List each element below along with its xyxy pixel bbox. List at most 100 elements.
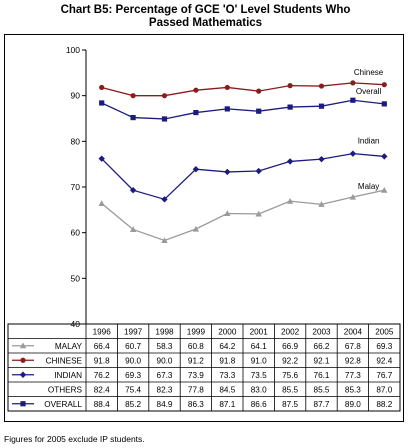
data-point-overall — [381, 101, 387, 107]
data-table-cell: 67.8 — [345, 342, 361, 351]
data-point-overall — [287, 104, 293, 110]
data-point-chinese — [99, 84, 105, 91]
data-point-indian — [161, 196, 168, 203]
data-table-cell: 82.4 — [94, 385, 110, 394]
series-label-malay: Malay — [358, 182, 379, 191]
legend-label-chinese: CHINESE — [46, 356, 83, 365]
data-table-cell: 85.2 — [125, 400, 141, 409]
data-table-cell: 91.2 — [188, 356, 204, 365]
data-table-cell: 66.2 — [314, 342, 330, 351]
data-point-malay — [349, 193, 357, 200]
data-point-chinese — [256, 88, 262, 94]
data-table-cell: 84.5 — [219, 385, 235, 394]
line-chart: 405060708090100MalayChineseIndianOverall… — [7, 45, 401, 412]
series-line-malay — [101, 189, 385, 242]
legend-marker-indian — [19, 371, 27, 378]
data-point-indian — [318, 155, 325, 163]
data-point-indian — [98, 155, 105, 162]
data-point-chinese — [130, 93, 136, 99]
data-table-cell: 73.5 — [251, 371, 267, 380]
data-table-cell: 92.8 — [345, 356, 361, 365]
data-table-cell: 77.8 — [188, 385, 204, 394]
data-table-cell: 88.4 — [94, 400, 110, 409]
data-table-cell: 76.7 — [376, 371, 392, 380]
data-table-cell: 73.9 — [188, 371, 204, 380]
data-point-indian — [286, 158, 294, 165]
data-point-overall — [99, 100, 105, 106]
data-point-chinese — [381, 82, 387, 88]
series-line-overall — [101, 99, 385, 120]
y-tick-label: 100 — [66, 45, 80, 55]
data-table-cell: 76.1 — [314, 371, 330, 380]
data-table-cell: 91.8 — [94, 356, 110, 365]
data-table-cell: 75.4 — [125, 385, 141, 394]
chart-title-line-2: Passed Mathematics — [148, 17, 263, 29]
data-point-malay — [129, 226, 137, 233]
y-tick-label: 60 — [71, 228, 81, 238]
data-table-cell: 91.8 — [219, 356, 235, 365]
x-tick-label: 2004 — [344, 328, 363, 337]
series-line-indian — [101, 153, 385, 201]
data-point-indian — [255, 167, 262, 175]
data-point-overall — [193, 109, 199, 116]
x-tick-label: 1997 — [124, 328, 143, 337]
chart-frame — [4, 34, 404, 422]
x-tick-label: 2000 — [218, 328, 237, 337]
data-table-cell: 92.4 — [376, 356, 392, 365]
y-tick-label: 80 — [71, 136, 81, 146]
data-point-indian — [129, 186, 137, 194]
legend-marker-chinese — [20, 357, 26, 363]
data-point-overall — [256, 108, 262, 114]
data-table-cell: 69.3 — [376, 342, 392, 351]
data-point-malay — [98, 200, 105, 206]
data-table-cell: 85.5 — [282, 385, 298, 394]
data-point-overall — [224, 106, 230, 112]
footnote: Figures for 2005 exclude IP students. — [4, 434, 145, 444]
data-table-cell: 84.9 — [157, 400, 173, 409]
data-point-malay — [161, 237, 168, 243]
series-line-chinese — [101, 82, 385, 97]
legend-label-overall: OVERALL — [44, 400, 82, 409]
data-point-overall — [161, 116, 168, 122]
data-point-malay — [286, 197, 294, 204]
data-point-chinese — [287, 83, 293, 89]
legend-label-others: OTHERS — [48, 385, 83, 394]
data-table-cell: 66.4 — [94, 342, 110, 351]
data-point-chinese — [161, 93, 168, 99]
x-tick-label: 2005 — [375, 328, 394, 337]
data-point-chinese — [350, 80, 356, 86]
data-point-overall — [130, 114, 136, 121]
data-table-cell: 89.0 — [345, 400, 361, 409]
series-label-overall: Overall — [356, 87, 382, 96]
data-point-indian — [381, 153, 388, 160]
data-point-malay — [318, 201, 325, 207]
data-point-indian — [224, 168, 231, 176]
y-tick-label: 90 — [71, 91, 81, 101]
data-table-cell: 64.1 — [251, 342, 267, 351]
data-table-cell: 87.5 — [282, 400, 298, 409]
data-table-cell: 73.3 — [219, 371, 235, 380]
data-table-cell: 83.0 — [251, 385, 267, 394]
legend-marker-overall — [20, 401, 26, 407]
data-point-malay — [381, 186, 388, 193]
data-table-cell: 82.3 — [157, 385, 173, 394]
data-table-cell: 87.1 — [219, 400, 235, 409]
data-table-cell: 92.2 — [282, 356, 298, 365]
x-tick-label: 1996 — [93, 328, 112, 337]
data-table-cell: 87.7 — [314, 400, 330, 409]
data-point-chinese — [224, 84, 230, 91]
data-point-chinese — [193, 87, 199, 93]
data-table-cell: 92.1 — [314, 356, 330, 365]
data-point-malay — [224, 210, 231, 217]
data-table-cell: 87.0 — [376, 385, 392, 394]
data-table-cell: 85.5 — [314, 385, 330, 394]
data-table-cell: 58.3 — [157, 342, 173, 351]
x-tick-label: 1998 — [155, 328, 174, 337]
y-tick-label: 50 — [71, 273, 81, 283]
data-table-cell: 75.6 — [282, 371, 298, 380]
data-point-indian — [192, 165, 200, 173]
legend-label-malay: MALAY — [55, 342, 83, 351]
data-point-malay — [255, 210, 262, 217]
data-table-cell: 77.3 — [345, 371, 361, 380]
data-point-chinese — [318, 83, 325, 89]
